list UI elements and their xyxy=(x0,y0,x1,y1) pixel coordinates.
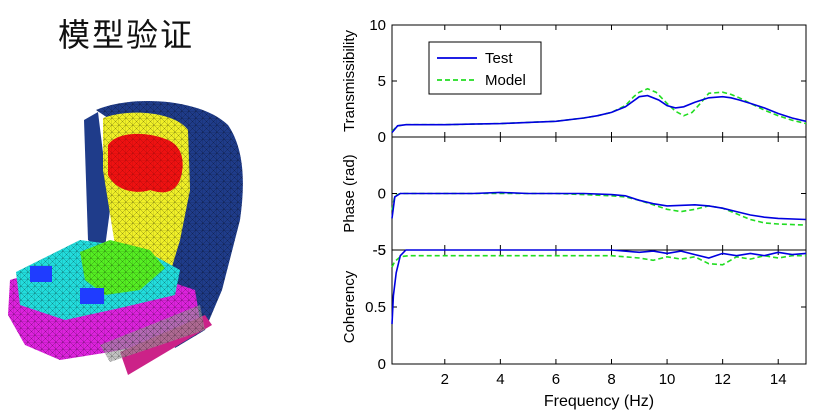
subplot-0: 0 5 10 Transmissibility Test Model xyxy=(341,17,807,146)
y-axis-label: Transmissibility xyxy=(341,30,358,132)
plot-frame xyxy=(391,249,807,365)
y-tick-label: 5 xyxy=(378,73,386,90)
seat-fe-model-image xyxy=(8,101,243,375)
series-line-test xyxy=(391,94,807,134)
legend-label: Model xyxy=(485,72,526,89)
series-line-test xyxy=(391,191,807,221)
y-tick-label: -5 xyxy=(373,242,386,259)
y-axis-label: Coherency xyxy=(341,270,358,343)
y-tick-label: 0 xyxy=(378,129,386,146)
subplot-2: 0 0.5 -5 Coherency 2 4 6 8 10 12 14 Frequency (Hz) xyxy=(341,242,807,410)
series-line-test xyxy=(391,249,807,325)
y-tick-label: -5 xyxy=(373,242,386,259)
series-line-model xyxy=(391,254,806,268)
y-axis-label: Phase (rad) xyxy=(341,154,358,232)
x-tick-label: 12 xyxy=(714,371,731,388)
x-tick-label: 10 xyxy=(659,371,676,388)
chart-legend: Test Model xyxy=(428,41,542,95)
x-tick-label: 6 xyxy=(552,371,560,388)
y-tick-label: 0 xyxy=(378,356,386,373)
slide-title: 模型验证 xyxy=(58,16,195,54)
y-tick-label: 0.5 xyxy=(365,299,386,316)
y-tick-label: 0 xyxy=(378,186,386,203)
x-tick-label: 14 xyxy=(770,371,787,388)
x-tick-label: 2 xyxy=(441,371,449,388)
y-tick-label: 10 xyxy=(369,17,386,34)
x-tick-label: 4 xyxy=(496,371,504,388)
x-axis-label: Frequency (Hz) xyxy=(544,393,654,410)
subplot-1: -5 0 Phase (rad) xyxy=(341,136,807,259)
x-tick-label: 8 xyxy=(607,371,615,388)
legend-label: Test xyxy=(485,50,513,67)
